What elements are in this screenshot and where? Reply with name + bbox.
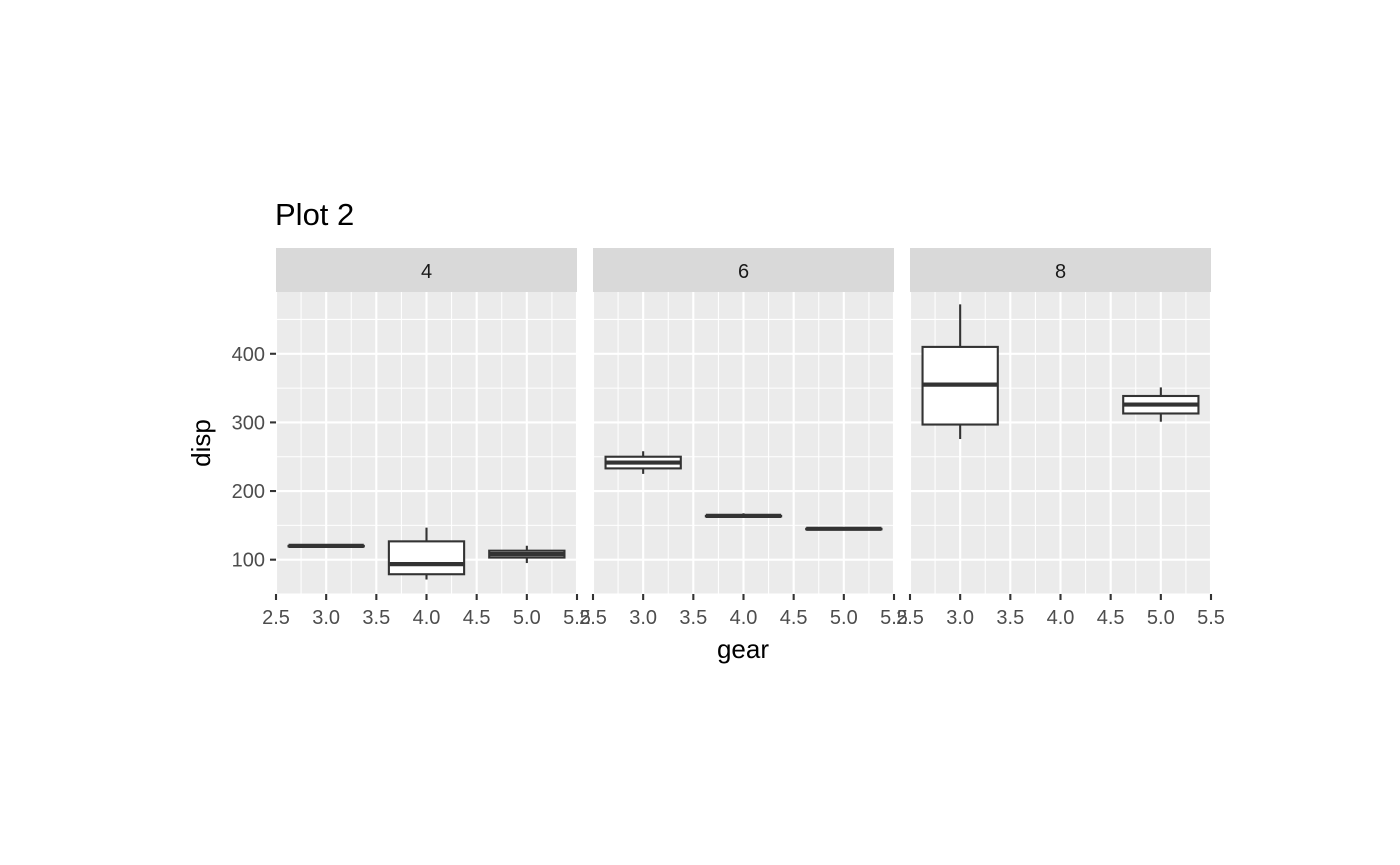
x-tick-label: 2.5 bbox=[262, 607, 290, 629]
x-axis-title: gear bbox=[717, 634, 769, 664]
plot-title: Plot 2 bbox=[275, 197, 354, 232]
box-gear-5 bbox=[488, 545, 566, 564]
x-tick-label: 5.5 bbox=[880, 607, 908, 629]
box-gear-5 bbox=[805, 526, 883, 531]
facet-strip-label: 4 bbox=[421, 261, 432, 283]
x-tick-label: 3.5 bbox=[362, 607, 390, 629]
x-tick-label: 3.0 bbox=[946, 607, 974, 629]
facet-strip-label: 6 bbox=[738, 261, 749, 283]
x-tick-label: 3.5 bbox=[679, 607, 707, 629]
facet-panel-8: 8 2.5 3.0 3.5 4.0 4.5 5.0 5.5 bbox=[896, 248, 1225, 629]
facet-strip bbox=[910, 248, 1211, 292]
y-axis-title: disp bbox=[186, 419, 216, 467]
box-gear-5 bbox=[1122, 387, 1200, 422]
x-tick-label: 5.5 bbox=[1197, 607, 1225, 629]
box-gear-4 bbox=[704, 513, 783, 518]
facet-panel-6: 6 2.5 3.0 3.5 4.0 4.5 5.0 5.5 bbox=[579, 248, 908, 629]
x-tick-label: 4.5 bbox=[1097, 607, 1125, 629]
y-tick-label: 200 bbox=[232, 481, 265, 503]
x-tick-label: 3.0 bbox=[312, 607, 340, 629]
facet-strip bbox=[593, 248, 894, 292]
x-tick-label: 2.5 bbox=[896, 607, 924, 629]
box-gear-3 bbox=[604, 451, 682, 474]
box-gear-3 bbox=[287, 543, 365, 548]
x-tick-label: 5.5 bbox=[563, 607, 591, 629]
x-tick-label: 4.5 bbox=[780, 607, 808, 629]
y-tick-label: 400 bbox=[232, 344, 265, 366]
x-tick-label: 5.0 bbox=[513, 607, 541, 629]
facet-strip-label: 8 bbox=[1055, 261, 1066, 283]
x-tick-label: 3.0 bbox=[629, 607, 657, 629]
x-tick-label: 4.0 bbox=[1047, 607, 1075, 629]
y-axis: 100 200 300 400 bbox=[232, 344, 276, 572]
facet-strip bbox=[276, 248, 577, 292]
facet-panel-4: 4 2.5 3.0 3.5 4.0 4.5 5.0 5.5 bbox=[262, 248, 591, 629]
facet-panels: 4 2.5 3.0 3.5 4.0 4.5 5.0 5.5 6 2.5 3.0 3.5 4.0 4.5 5.… bbox=[232, 248, 1225, 629]
x-tick-label: 5.0 bbox=[1147, 607, 1175, 629]
y-tick-label: 300 bbox=[232, 412, 265, 434]
x-tick-label: 4.0 bbox=[413, 607, 441, 629]
box-gear-3 bbox=[921, 304, 999, 440]
y-tick-label: 100 bbox=[232, 550, 265, 572]
box-gear-4 bbox=[387, 527, 466, 580]
x-tick-label: 4.0 bbox=[730, 607, 758, 629]
x-tick-label: 4.5 bbox=[463, 607, 491, 629]
x-tick-label: 5.0 bbox=[830, 607, 858, 629]
box-body bbox=[387, 540, 466, 576]
x-tick-label: 2.5 bbox=[579, 607, 607, 629]
x-tick-label: 3.5 bbox=[996, 607, 1024, 629]
